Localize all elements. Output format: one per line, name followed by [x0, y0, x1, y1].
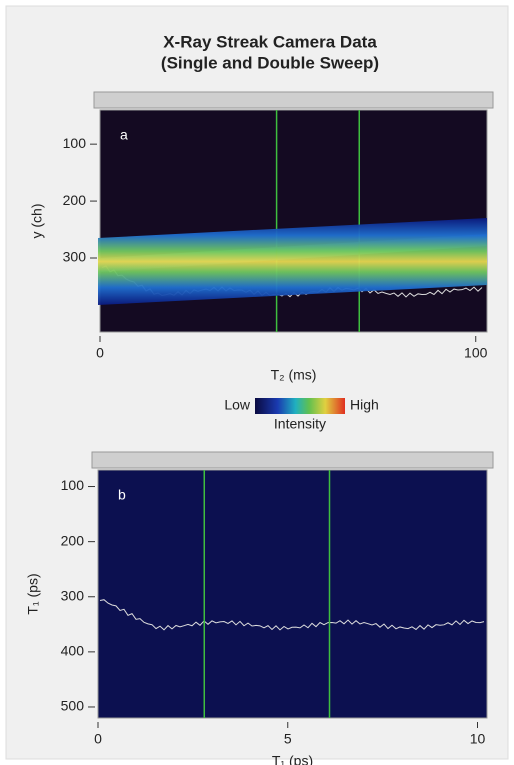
- subtitle: (Single and Double Sweep): [161, 53, 379, 72]
- y-tick-label: 500: [61, 698, 85, 714]
- y-tick-label: 200: [61, 532, 85, 548]
- trace: [99, 599, 485, 631]
- x-tick-label: 0: [96, 345, 104, 361]
- y-tick-label: 300: [61, 587, 85, 603]
- y-tick-label: 200: [63, 192, 87, 208]
- x-tick-label: 10: [470, 731, 486, 747]
- panel-label: a: [120, 127, 128, 143]
- colorbar-label: Intensity: [274, 416, 326, 432]
- x-tick-label: 100: [464, 345, 488, 361]
- colorbar: [255, 398, 345, 414]
- image: [97, 469, 488, 719]
- x-axis-label: T₂ (ms): [271, 367, 317, 383]
- y-axis-label: y (ch): [29, 204, 45, 239]
- x-tick-label: 0: [94, 731, 102, 747]
- panel-label: b: [118, 487, 126, 503]
- header-strip: [91, 451, 494, 469]
- y-tick-label: 100: [61, 477, 85, 493]
- y-axis-label: T₁ (ps): [25, 573, 41, 614]
- x-axis-label: T₁ (ps): [272, 753, 313, 765]
- x-tick-label: 5: [284, 731, 292, 747]
- colorbar-high: High: [350, 397, 379, 413]
- colorbar-low: Low: [224, 397, 251, 413]
- streak-band: [98, 218, 487, 305]
- y-tick-label: 100: [63, 135, 87, 151]
- y-tick-label: 400: [61, 643, 85, 659]
- header-strip: [93, 91, 494, 109]
- y-tick-label: 300: [63, 249, 87, 265]
- title: X-Ray Streak Camera Data: [163, 32, 377, 51]
